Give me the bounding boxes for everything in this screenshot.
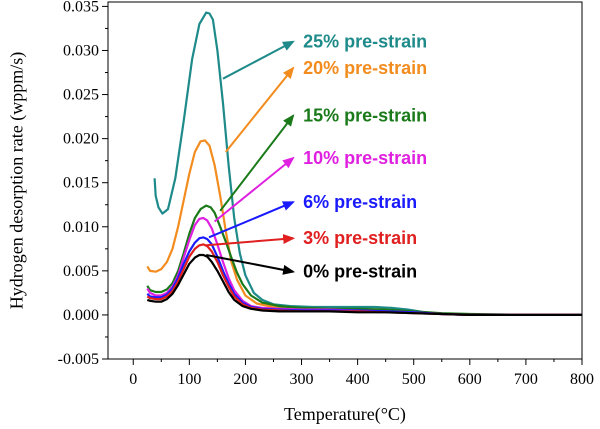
plot-frame [107, 1, 583, 360]
y-tick-label: 0.025 [63, 87, 99, 104]
x-tick-label: 400 [346, 371, 370, 388]
callout-label-4: 6% pre-strain [303, 192, 417, 212]
x-tick-label: 300 [290, 371, 314, 388]
callout-arrow-3 [213, 156, 295, 223]
annotation-layer: 25% pre-strain 20% pre-strain 15% pre-stra… [205, 32, 427, 282]
callout-label-1: 20% pre-strain [303, 58, 427, 78]
callout-label-5: 3% pre-strain [303, 228, 417, 248]
y-tick-label: 0.020 [63, 131, 99, 148]
y-tick-label: 0.015 [63, 175, 99, 192]
series-line-6 [146, 253, 582, 316]
callout-arrow-4 [208, 201, 295, 239]
x-tick-label: 500 [402, 371, 426, 388]
y-tick-label: -0.005 [58, 351, 99, 368]
x-tick-label: 200 [233, 371, 257, 388]
y-tick-label: 0.000 [63, 307, 99, 324]
y-axis-title: Hydrogen desorption rate (wppm/s) [6, 52, 27, 309]
callout-arrow-5 [206, 234, 296, 247]
x-tick-label: 100 [177, 371, 201, 388]
callout-arrow-0 [222, 40, 295, 80]
callout-arrow-2 [219, 114, 295, 212]
x-tick-label: 800 [570, 371, 594, 388]
x-tick-label: 0 [129, 371, 137, 388]
y-tick-label: 0.010 [63, 219, 99, 236]
callout-arrow-6 [205, 254, 296, 275]
x-tick-label: 700 [514, 371, 538, 388]
callout-label-0: 25% pre-strain [303, 32, 427, 52]
callout-arrow-1 [225, 66, 295, 153]
y-tick-label: 0.005 [63, 263, 99, 280]
x-tick-label: 600 [458, 371, 482, 388]
callout-label-6: 0% pre-strain [303, 262, 417, 282]
x-axis-title: Temperature(°C) [284, 404, 406, 425]
series-line-2 [146, 204, 582, 316]
y-tick-label: 0.030 [63, 42, 99, 59]
callout-label-3: 10% pre-strain [303, 148, 427, 168]
callout-label-2: 15% pre-strain [303, 106, 427, 126]
series-layer [146, 11, 582, 316]
y-tick-label: 0.035 [63, 0, 99, 15]
ticks-layer: 0 100 200 300 400 500 600 700 800 -0.005 0.000 0.00… [58, 0, 594, 388]
